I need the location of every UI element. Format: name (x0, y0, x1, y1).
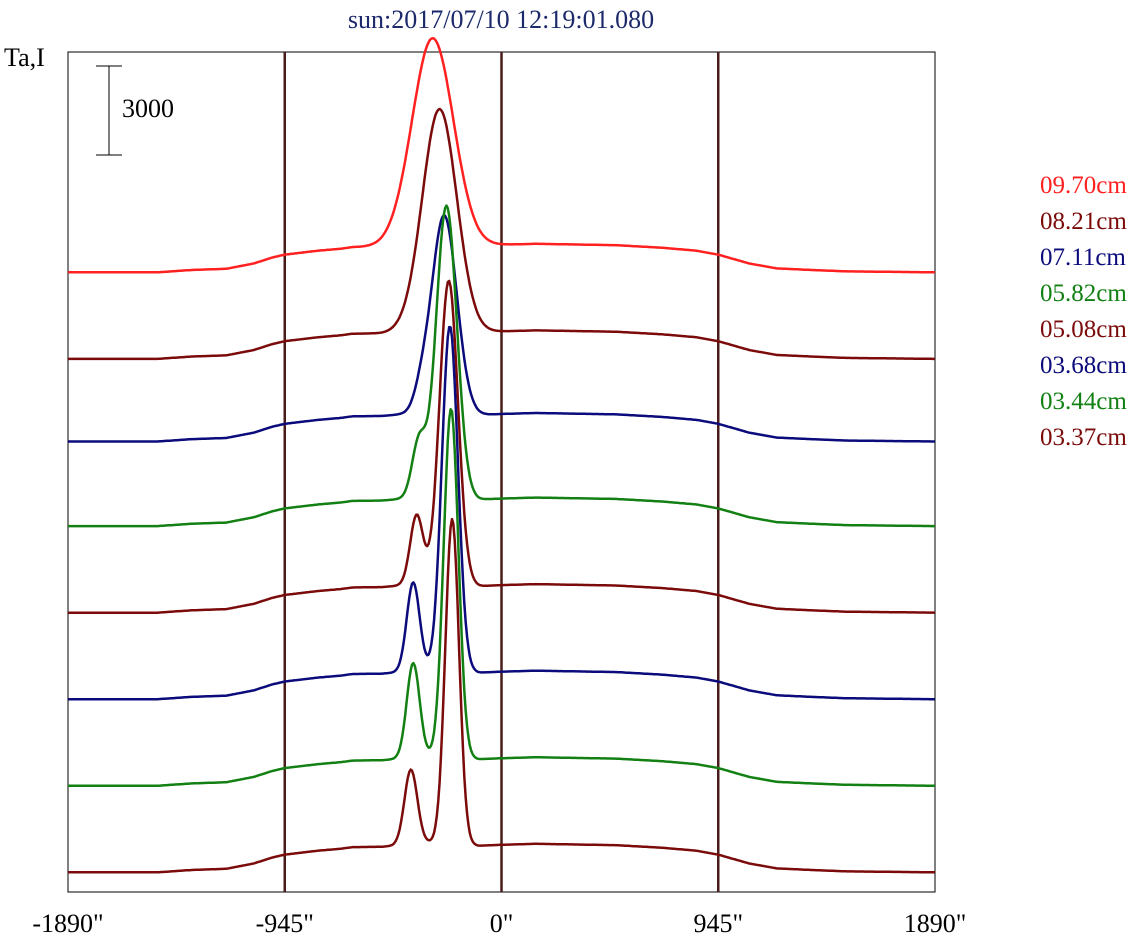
legend-item: 09.70cm (1040, 172, 1127, 199)
y-axis-label: Ta,I (4, 43, 45, 72)
legend-item: 07.11cm (1040, 244, 1126, 271)
legend-item: 03.68cm (1040, 352, 1127, 379)
x-tick-labels: -1890" -945" 0" 945" 1890" (32, 909, 966, 938)
legend-item: 03.37cm (1040, 424, 1127, 451)
x-tick-label: 945" (693, 909, 743, 938)
series-line-05-82cm (68, 204, 935, 528)
legend-item: 03.44cm (1040, 388, 1127, 415)
series-line-05-08cm (68, 279, 936, 614)
reference-lines (283, 52, 720, 892)
series-line-09-70cm (68, 36, 935, 274)
legend-item: 08.21cm (1040, 208, 1127, 235)
x-tick-label: 1890" (904, 909, 967, 938)
x-tick-label: -945" (256, 909, 314, 938)
scale-bar-label: 3000 (122, 94, 174, 123)
scale-bar: 3000 (96, 65, 174, 156)
x-tick-label: 0" (490, 909, 514, 938)
series-line-03-37cm (68, 517, 935, 874)
x-tick-label: -1890" (32, 909, 103, 938)
series-layer (68, 36, 936, 874)
legend-item: 05.82cm (1040, 280, 1127, 307)
legend: 09.70cm 08.21cm 07.11cm 05.82cm 05.08cm 03.68… (1040, 172, 1127, 451)
series-line-03-68cm (68, 325, 935, 701)
series-line-03-44cm (68, 408, 935, 788)
series-line-07-11cm (68, 214, 935, 443)
chart-title: sun:2017/07/10 12:19:01.080 (348, 5, 654, 34)
legend-item: 05.08cm (1040, 316, 1127, 343)
series-line-08-21cm (68, 107, 935, 361)
